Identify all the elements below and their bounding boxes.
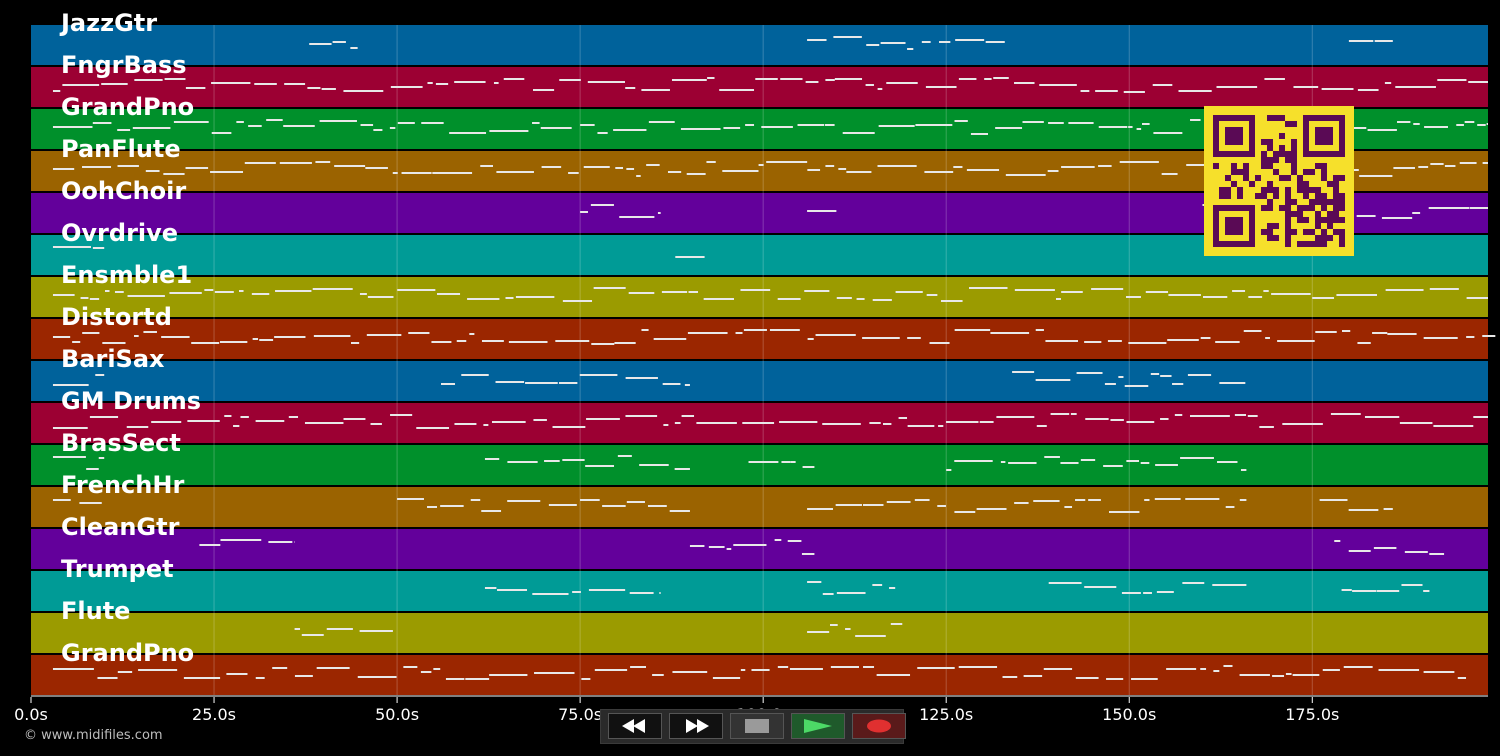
track-lane [31, 445, 1488, 485]
stop-button[interactable] [730, 713, 784, 739]
track-lane [31, 25, 1488, 65]
track-notes [309, 36, 1393, 50]
track-label: CleanGtr [61, 513, 180, 541]
time-tick-label: 125.0s [919, 705, 974, 724]
track-notes [52, 665, 1467, 680]
track-lane [31, 277, 1488, 317]
track-label: PanFlute [61, 135, 181, 163]
track-notes [52, 371, 1246, 387]
track-notes [52, 329, 1496, 345]
track-notes [294, 623, 903, 637]
track-notes [52, 455, 1247, 471]
track-label: BrasSect [61, 429, 181, 457]
track-label: Distortd [61, 303, 172, 331]
rewind-button[interactable] [608, 713, 662, 739]
track-label: GrandPno [61, 93, 195, 121]
track-lane [31, 613, 1488, 653]
time-tick-label: 50.0s [375, 705, 420, 724]
track-label: GM Drums [61, 387, 202, 415]
track-lane [31, 361, 1488, 401]
track-label: Flute [61, 597, 131, 625]
track-label: Ensmble1 [61, 261, 193, 289]
track-label: FngrBass [61, 51, 187, 79]
track-label: OohChoir [61, 177, 187, 205]
track-notes [52, 119, 1488, 135]
track-notes [52, 413, 1488, 429]
time-tick-label: 75.0s [558, 705, 603, 724]
copyright-notice: © www.midifiles.com [24, 728, 163, 743]
track-label: JazzGtr [61, 9, 158, 37]
track-notes [52, 246, 705, 258]
fast-forward-button[interactable] [669, 713, 723, 739]
play-button[interactable] [791, 713, 845, 739]
track-lane [31, 487, 1488, 527]
track-label: BariSax [61, 345, 165, 373]
record-icon [867, 719, 891, 733]
track-notes [52, 498, 1393, 513]
time-tick-label: 0.0s [14, 705, 48, 724]
track-notes [52, 161, 1488, 177]
track-lane [31, 67, 1488, 107]
track-label: Ovrdrive [61, 219, 179, 247]
track-lane [31, 571, 1488, 611]
track-notes [484, 581, 1430, 595]
fast-forward-icon [686, 719, 709, 733]
track-lane [31, 529, 1488, 569]
time-tick-label: 25.0s [192, 705, 237, 724]
track-label: GrandPno [61, 639, 195, 667]
time-tick-label: 150.0s [1102, 705, 1157, 724]
qr-code [1204, 106, 1354, 256]
stop-icon [745, 719, 769, 733]
track-notes [52, 77, 1488, 93]
track-notes [52, 287, 1488, 302]
track-label: Trumpet [61, 555, 174, 583]
transport-controls [600, 709, 906, 744]
track-notes [199, 539, 1445, 555]
track-label: FrenchHr [61, 471, 185, 499]
time-tick-label: 175.0s [1285, 705, 1340, 724]
rewind-icon [622, 719, 645, 733]
track-lane [31, 319, 1488, 359]
record-button[interactable] [852, 713, 906, 739]
play-icon [804, 719, 832, 733]
